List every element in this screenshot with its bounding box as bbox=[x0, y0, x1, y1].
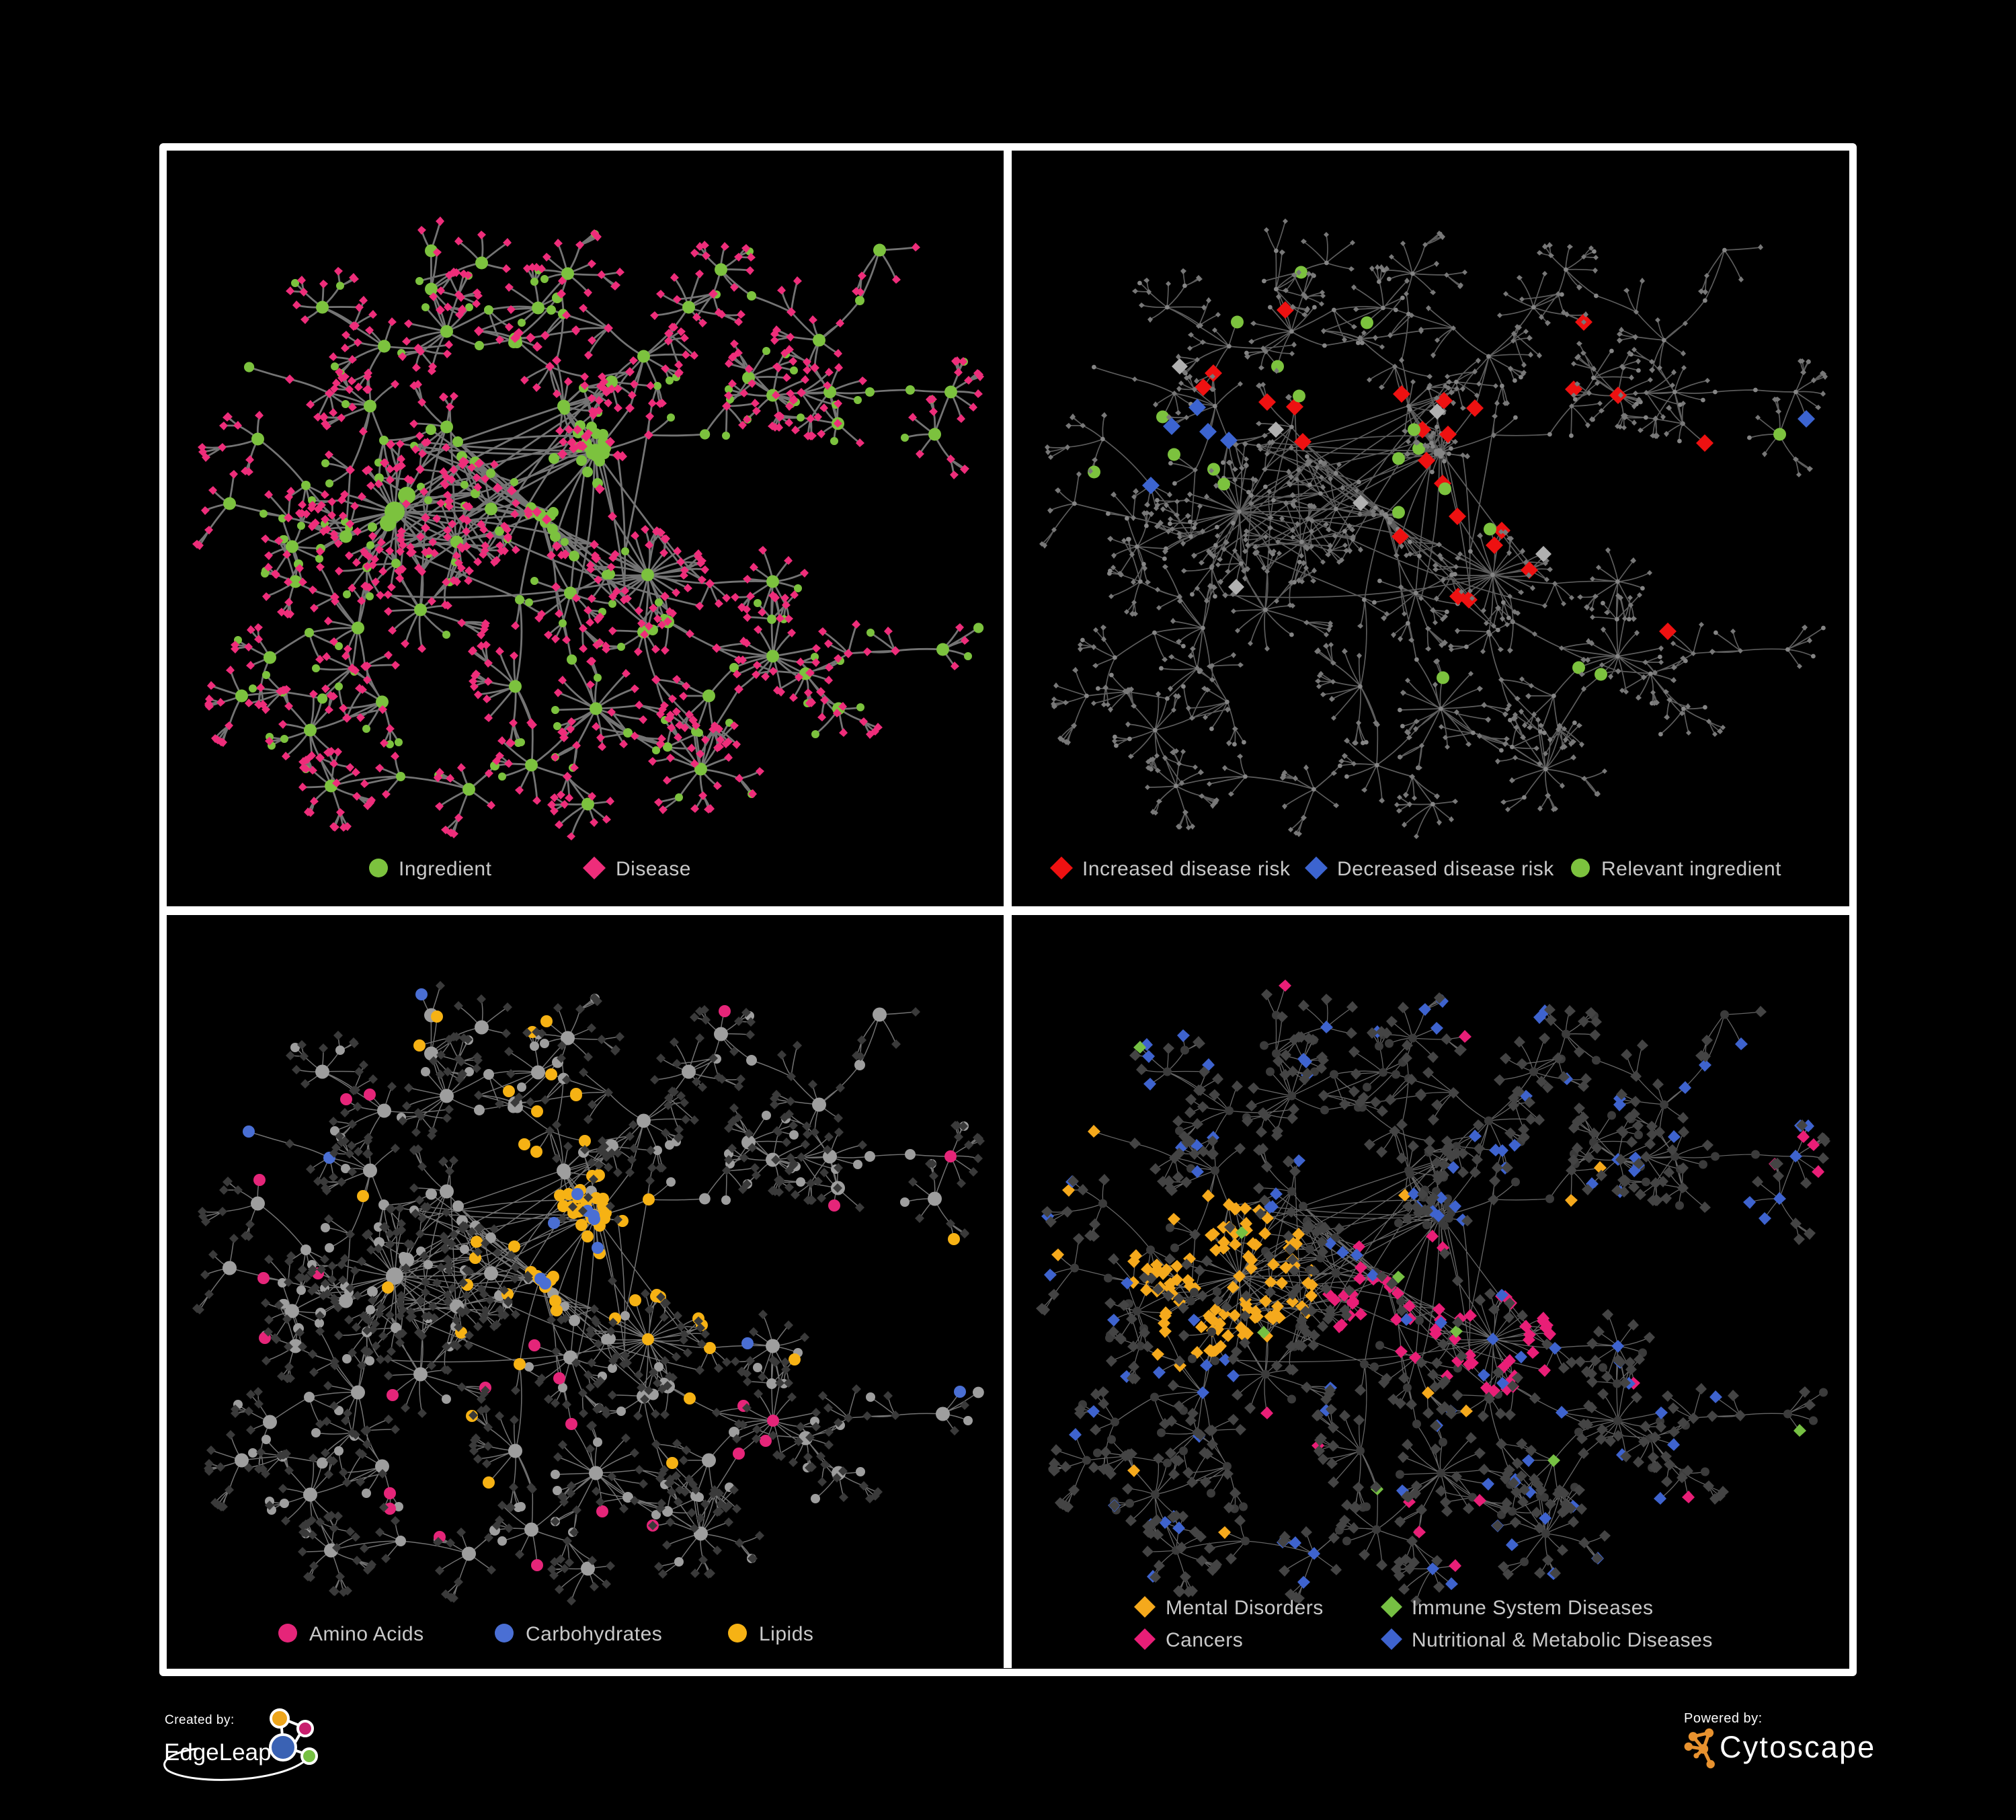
svg-text:Relevant ingredient: Relevant ingredient bbox=[1601, 858, 1781, 880]
svg-text:Created by:: Created by: bbox=[165, 1713, 235, 1727]
svg-text:Carbohydrates: Carbohydrates bbox=[526, 1623, 662, 1645]
svg-text:Nutritional & Metabolic Diseas: Nutritional & Metabolic Diseases bbox=[1412, 1629, 1713, 1651]
svg-text:Mental Disorders: Mental Disorders bbox=[1166, 1597, 1324, 1619]
svg-text:Amino Acids: Amino Acids bbox=[309, 1623, 424, 1645]
svg-text:Powered by:: Powered by: bbox=[1684, 1711, 1763, 1726]
svg-text:Immune System Diseases: Immune System Diseases bbox=[1412, 1597, 1653, 1619]
svg-text:Ingredient: Ingredient bbox=[399, 858, 492, 880]
svg-text:Cytoscape: Cytoscape bbox=[1720, 1730, 1876, 1764]
svg-text:Disease: Disease bbox=[616, 858, 691, 880]
svg-text:Lipids: Lipids bbox=[759, 1623, 813, 1645]
svg-text:Decreased disease risk: Decreased disease risk bbox=[1337, 858, 1554, 880]
svg-text:Increased disease risk: Increased disease risk bbox=[1082, 858, 1291, 880]
svg-text:Cancers: Cancers bbox=[1166, 1629, 1243, 1651]
